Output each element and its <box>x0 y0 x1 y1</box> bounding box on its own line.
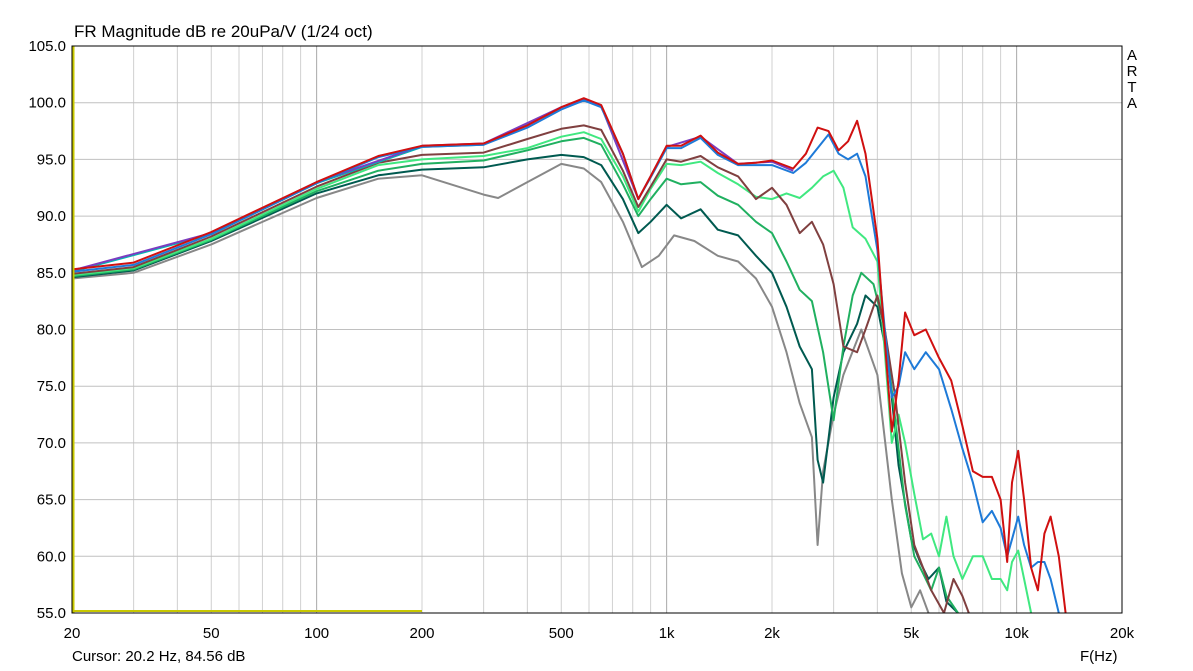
series-line <box>72 136 959 613</box>
axis-labels: 105.0 100.0 95.0 90.0 85.0 80.0 75.0 70.0 65.0 60… <box>28 38 1134 642</box>
y-tick-label: 70.0 <box>37 435 66 452</box>
x-tick-label: 2k <box>764 625 780 642</box>
y-tick-label: 55.0 <box>37 605 66 622</box>
y-tick-label: 90.0 <box>37 208 66 225</box>
y-tick-label: 100.0 <box>28 95 66 112</box>
y-tick-label: 60.0 <box>37 548 66 565</box>
chart-title: FR Magnitude dB re 20uPa/V (1/24 oct) <box>74 22 373 41</box>
x-tick-label: 500 <box>549 625 574 642</box>
series-line <box>72 131 1033 613</box>
series-group <box>72 97 1067 613</box>
y-tick-label: 80.0 <box>37 322 66 339</box>
cursor-readout: Cursor: 20.2 Hz, 84.56 dB <box>72 648 246 665</box>
series-line <box>72 97 1067 613</box>
cursor-group <box>72 46 422 613</box>
x-tick-label: 200 <box>409 625 434 642</box>
y-tick-label: 95.0 <box>37 151 66 168</box>
y-tick-label: 65.0 <box>37 492 66 509</box>
x-tick-label: 10k <box>1005 625 1030 642</box>
y-tick-label: 85.0 <box>37 265 66 282</box>
series-line <box>72 162 930 613</box>
plot-frame <box>71 45 1123 614</box>
y-tick-label: 105.0 <box>28 38 66 55</box>
x-tick-label: 50 <box>203 625 220 642</box>
x-axis-label: F(Hz) <box>1080 648 1118 665</box>
x-tick-label: 5k <box>903 625 919 642</box>
x-tick-label: 20 <box>64 625 81 642</box>
x-tick-label: 20k <box>1110 625 1135 642</box>
x-tick-label: 1k <box>659 625 675 642</box>
y-tick-label: 75.0 <box>37 378 66 395</box>
series-line <box>72 124 970 613</box>
x-tick-label: 100 <box>304 625 329 642</box>
series-line <box>72 99 1060 613</box>
